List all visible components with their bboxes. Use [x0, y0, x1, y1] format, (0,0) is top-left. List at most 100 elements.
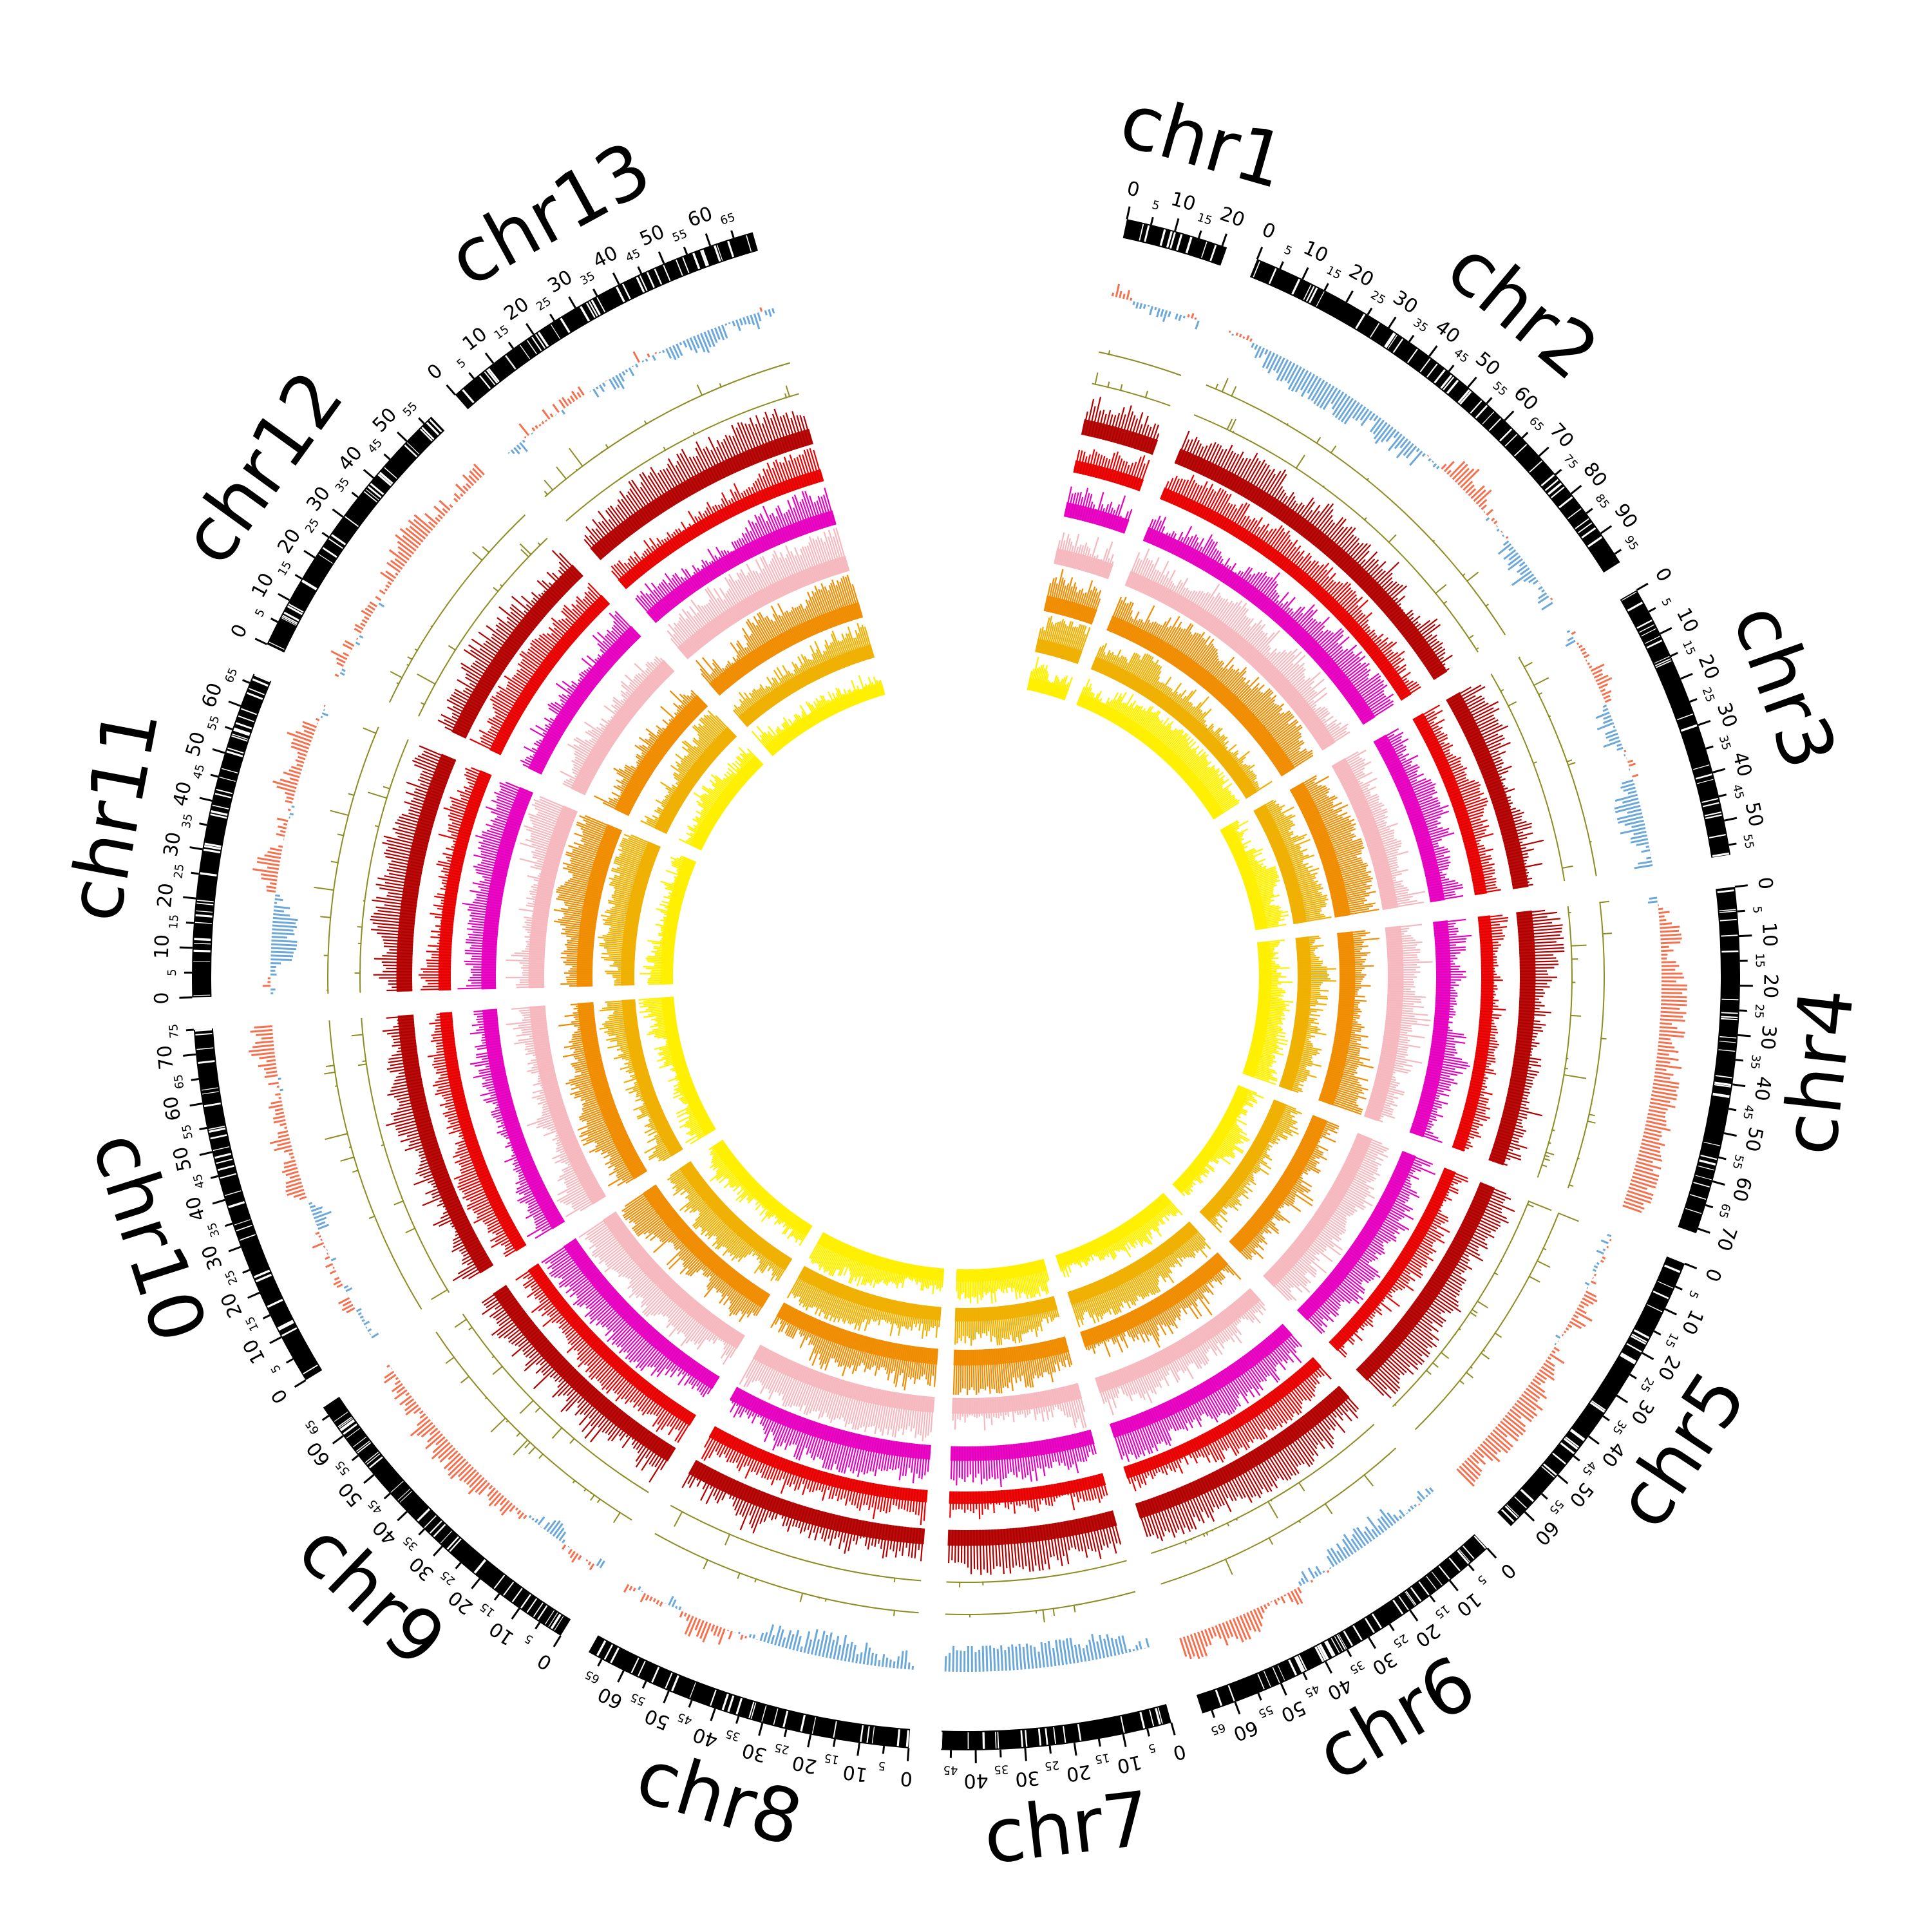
- tick-label: 45: [191, 762, 207, 781]
- ideogram-band: [1717, 889, 1734, 893]
- ideogram-band: [462, 389, 475, 404]
- ideogram-band: [676, 260, 683, 276]
- tick-label: 35: [401, 1533, 421, 1553]
- ideogram-band: [580, 305, 591, 322]
- ideogram-band: [210, 813, 227, 819]
- ideogram-band: [426, 422, 439, 435]
- bars-positive-chr1: [1111, 283, 1197, 320]
- tick-label: 55: [1490, 379, 1510, 399]
- tick: [1388, 1624, 1395, 1631]
- ideogram-band: [214, 1153, 232, 1159]
- tick: [1486, 397, 1493, 404]
- tick: [397, 1511, 408, 1522]
- ideogram-band: [369, 1456, 383, 1469]
- ideogram-band: [1120, 1716, 1125, 1733]
- ideogram-band: [210, 1134, 227, 1140]
- ideogram-band: [1457, 1551, 1469, 1564]
- ideogram-band: [982, 1732, 985, 1749]
- ideogram-band: [1630, 1335, 1647, 1345]
- bars-chr8: [770, 1302, 938, 1391]
- tick-label: 5: [1147, 1741, 1157, 1756]
- tick: [1234, 1701, 1241, 1715]
- tick: [1428, 345, 1438, 357]
- ideogram-band: [1656, 660, 1672, 668]
- baseline-chr12: [388, 514, 526, 703]
- tick-label: 0: [1700, 1265, 1726, 1285]
- tick-label: 25: [303, 516, 322, 536]
- ideogram-band: [1657, 1281, 1674, 1289]
- bars-chr10: [427, 1012, 526, 1258]
- ideogram-band: [967, 1732, 969, 1749]
- track-4: [370, 397, 1565, 1575]
- ideogram-band: [1700, 1154, 1718, 1160]
- bars-chr8: [786, 1265, 942, 1339]
- tick-label: 20: [1759, 974, 1781, 999]
- ideogram-band: [727, 240, 735, 258]
- tick-label: 5: [522, 1631, 536, 1647]
- ideogram-band: [282, 614, 298, 624]
- tick: [1616, 1394, 1629, 1404]
- ideogram-band: [782, 1710, 789, 1728]
- tick: [730, 230, 735, 238]
- ideogram-band: [1719, 911, 1736, 913]
- ideogram-band: [1653, 1291, 1669, 1300]
- tick: [999, 1749, 1002, 1757]
- ideogram-band: [1139, 1712, 1145, 1729]
- tick: [1174, 218, 1180, 232]
- tick-label: 15: [167, 914, 182, 929]
- ideogram-band: [1575, 518, 1589, 529]
- ideogram-band: [1560, 1442, 1575, 1455]
- ideogram-band: [1268, 268, 1276, 284]
- tick: [1648, 607, 1656, 613]
- ideogram-band: [1385, 333, 1396, 348]
- bars-chr1: [1027, 657, 1074, 701]
- ideogram-band: [228, 1201, 245, 1209]
- tick: [189, 846, 203, 851]
- ideogram-band: [761, 1705, 767, 1722]
- tick: [1540, 1493, 1548, 1500]
- baseline-chr6: [1160, 1447, 1397, 1585]
- ideogram-band: [1482, 412, 1495, 425]
- spikes-chr4: [1540, 912, 1587, 1168]
- tick: [688, 1700, 693, 1708]
- tick-label: 85: [1592, 491, 1612, 511]
- tick-label: 45: [1451, 346, 1471, 366]
- tick: [1408, 334, 1415, 343]
- bars-chr6: [1080, 1252, 1242, 1358]
- ideogram-band: [238, 715, 254, 723]
- ideogram-band: [1702, 802, 1719, 808]
- track-3: [351, 372, 1587, 1587]
- tick-label: 50: [641, 1704, 673, 1734]
- track-fill-chr9: [527, 1263, 697, 1426]
- ideogram-band: [204, 845, 222, 850]
- tick: [228, 1245, 242, 1253]
- ideogram-band: [252, 678, 269, 687]
- tick: [1712, 768, 1726, 773]
- tick-label: 25: [438, 1567, 458, 1587]
- bars-negative-chr5: [1554, 1233, 1612, 1345]
- tick: [212, 1198, 225, 1205]
- ideogram-band: [1296, 1655, 1305, 1672]
- tick: [1586, 507, 1593, 515]
- ideogram-band: [1705, 811, 1721, 817]
- ideogram-band: [232, 734, 249, 740]
- ideogram-band: [1514, 1496, 1528, 1509]
- bars-chr9: [667, 1161, 793, 1282]
- ideogram-band: [1654, 656, 1670, 664]
- ideogram-band: [287, 605, 303, 616]
- ideogram-band: [212, 804, 229, 810]
- ideogram-chr12: [267, 416, 445, 653]
- chromosome-label-chr10: chr10: [75, 1122, 223, 1352]
- ideogram-band: [1699, 1159, 1716, 1166]
- bars-chr3: [1412, 705, 1501, 895]
- ideogram-band: [1709, 834, 1726, 838]
- tick-label: 30: [302, 482, 335, 516]
- tick: [783, 1728, 788, 1738]
- ideogram-band: [1331, 1638, 1340, 1654]
- ideogram-band: [1504, 1505, 1518, 1519]
- tick-label: 10: [247, 569, 279, 601]
- spikes-chr8: [703, 1558, 902, 1616]
- bars-negative-chr7: [944, 1634, 1150, 1672]
- bars-chr10: [382, 1015, 493, 1282]
